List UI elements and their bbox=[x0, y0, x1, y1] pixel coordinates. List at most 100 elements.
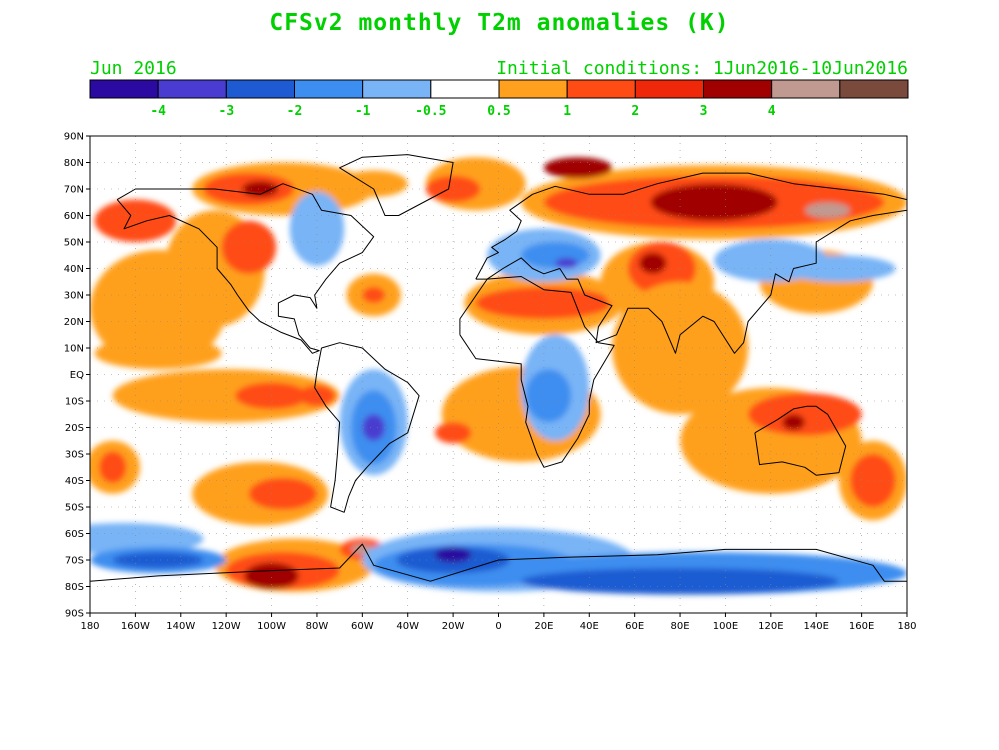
lon-tick-label: 20W bbox=[442, 621, 465, 632]
lon-tick-label: 100E bbox=[713, 621, 738, 632]
lat-tick-label: 20S bbox=[65, 423, 84, 434]
coastline bbox=[90, 543, 907, 582]
lon-tick-label: 60E bbox=[625, 621, 644, 632]
anomaly-region bbox=[434, 422, 472, 444]
lon-tick-label: 80E bbox=[671, 621, 690, 632]
lat-tick-label: 20N bbox=[64, 317, 84, 328]
anomaly-region bbox=[339, 170, 408, 197]
anomaly-region bbox=[748, 393, 862, 436]
colorbar-box bbox=[157, 79, 227, 99]
lat-tick-label: 40N bbox=[64, 264, 84, 275]
coastline bbox=[314, 342, 420, 513]
anomaly-region bbox=[289, 191, 345, 266]
anomaly-region bbox=[521, 242, 590, 269]
longitude-axis: 180 160W 140W 120W 100W 80W 60W 40W 20W 0 20E 40E 60… bbox=[80, 613, 917, 632]
lon-tick-label: 40E bbox=[580, 621, 599, 632]
lat-tick-label: EQ bbox=[70, 370, 84, 381]
anomaly-region bbox=[94, 337, 222, 370]
anomaly-region bbox=[362, 414, 386, 441]
anomaly-region bbox=[611, 281, 749, 415]
lon-tick-label: 160E bbox=[849, 621, 874, 632]
anomaly-region bbox=[90, 522, 204, 555]
lat-tick-label: 60N bbox=[64, 211, 84, 222]
lon-tick-label: 80W bbox=[306, 621, 329, 632]
colorbar bbox=[89, 79, 909, 99]
lat-tick-label: 80S bbox=[65, 582, 84, 593]
coastline bbox=[475, 172, 907, 354]
colorbar-tick-label: 0.5 bbox=[487, 104, 510, 119]
map-gridlines bbox=[90, 136, 907, 613]
colorbar-box bbox=[430, 79, 500, 99]
colorbar-tick-label: 1 bbox=[563, 104, 571, 119]
colorbar-box bbox=[225, 79, 295, 99]
anomaly-region bbox=[639, 252, 667, 274]
colorbar-tick-label: 4 bbox=[768, 104, 776, 119]
colorbar-box bbox=[703, 79, 773, 99]
anomaly-region bbox=[650, 183, 778, 221]
anomaly-region bbox=[782, 414, 805, 431]
anomaly-region bbox=[221, 220, 277, 274]
lat-tick-label: 70S bbox=[65, 556, 84, 567]
coastlines bbox=[90, 154, 907, 582]
lon-tick-label: 40W bbox=[396, 621, 419, 632]
anomaly-region bbox=[782, 255, 896, 282]
anomaly-region bbox=[525, 369, 572, 423]
anomaly-region bbox=[475, 287, 612, 319]
anomaly-region bbox=[543, 157, 612, 179]
lat-tick-label: 90N bbox=[64, 132, 84, 143]
colorbar-box bbox=[362, 79, 432, 99]
colorbar-box bbox=[89, 79, 159, 99]
anomaly-region bbox=[555, 257, 578, 269]
colorbar-box bbox=[839, 79, 909, 99]
colorbar-box bbox=[498, 79, 568, 99]
lon-tick-label: 140E bbox=[804, 621, 829, 632]
anomaly-region bbox=[425, 175, 481, 203]
lon-tick-label: 100W bbox=[257, 621, 286, 632]
lat-tick-label: 50N bbox=[64, 238, 84, 249]
coastline bbox=[339, 154, 454, 216]
coastline bbox=[116, 183, 375, 354]
coastline bbox=[459, 276, 615, 468]
colorbar-tick-label: 2 bbox=[631, 104, 639, 119]
anomaly-region bbox=[99, 451, 127, 484]
colorbar-tick-label: -4 bbox=[150, 104, 166, 119]
anomaly-region bbox=[112, 552, 204, 568]
lon-tick-label: 160W bbox=[121, 621, 150, 632]
lat-tick-label: 60S bbox=[65, 529, 84, 540]
lat-tick-label: 90S bbox=[65, 609, 84, 620]
lat-tick-label: 40S bbox=[65, 476, 84, 487]
anomaly-region bbox=[362, 287, 386, 303]
lon-tick-label: 60W bbox=[351, 621, 374, 632]
colorbar-tick-label: -1 bbox=[355, 104, 371, 119]
colorbar-tick-label: -2 bbox=[287, 104, 303, 119]
colorbar-box bbox=[566, 79, 636, 99]
lat-tick-label: 10S bbox=[65, 397, 84, 408]
lat-tick-label: 10N bbox=[64, 344, 84, 355]
colorbar-box bbox=[634, 79, 704, 99]
lat-tick-label: 80N bbox=[64, 158, 84, 169]
lon-tick-label: 0 bbox=[495, 621, 501, 632]
forecast-month: Jun 2016 bbox=[90, 58, 177, 79]
lon-tick-label: 20E bbox=[534, 621, 553, 632]
anomaly-region bbox=[248, 477, 317, 510]
lon-tick-label: 140W bbox=[166, 621, 195, 632]
lat-tick-label: 30N bbox=[64, 291, 84, 302]
lat-tick-label: 70N bbox=[64, 185, 84, 196]
coastline bbox=[754, 405, 847, 476]
lon-tick-label: 120W bbox=[212, 621, 241, 632]
anomaly-region bbox=[434, 546, 472, 563]
initial-conditions: Initial conditions: 1Jun2016-10Jun2016 bbox=[496, 58, 908, 79]
lat-tick-label: 50S bbox=[65, 503, 84, 514]
colorbar-box bbox=[294, 79, 364, 99]
colorbar-labels: -4 -3 -2 -1 -0.5 0.5 1 2 3 4 bbox=[150, 104, 775, 119]
colorbar-tick-label: 3 bbox=[700, 104, 708, 119]
latitude-axis: 90N 80N 70N 60N 50N 40N 30N 20N 10N EQ 10S 20S 30S 40… bbox=[64, 132, 90, 620]
lat-tick-label: 30S bbox=[65, 450, 84, 461]
map-title: CFSv2 monthly T2m anomalies (K) bbox=[269, 10, 730, 36]
lon-tick-label: 180 bbox=[897, 621, 916, 632]
anomaly-region bbox=[244, 562, 299, 590]
colorbar-tick-label: -3 bbox=[219, 104, 235, 119]
colorbar-tick-label: -0.5 bbox=[415, 104, 446, 119]
anomaly-region bbox=[521, 567, 839, 595]
